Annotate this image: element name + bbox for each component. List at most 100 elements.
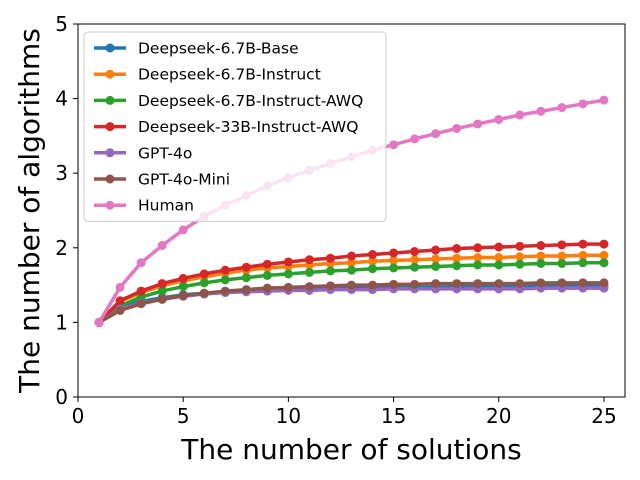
data-point	[368, 250, 378, 260]
data-point	[557, 258, 567, 268]
data-point	[115, 282, 125, 292]
data-point	[241, 273, 251, 283]
legend-swatch-marker	[105, 174, 115, 184]
data-point	[578, 99, 588, 109]
legend-item: Deepseek-6.7B-Instruct	[94, 66, 321, 84]
data-point	[178, 282, 188, 292]
legend-label: Human	[138, 197, 194, 215]
ticks-layer: 0 5 10 15 20 25 0 1 2 3 4 5	[55, 12, 616, 428]
data-point	[347, 251, 356, 261]
x-tick-label: 10	[276, 404, 301, 428]
data-point	[283, 257, 293, 267]
y-tick-label: 4	[55, 87, 68, 111]
data-point	[347, 265, 356, 275]
data-point	[410, 279, 420, 289]
data-point	[220, 275, 230, 285]
data-point	[515, 252, 525, 262]
y-tick-label: 0	[55, 385, 68, 409]
data-point	[515, 259, 525, 269]
legend-item: Deepseek-33B-Instruct-AWQ	[94, 118, 358, 136]
data-point	[431, 261, 441, 271]
data-point	[368, 280, 378, 290]
data-point	[494, 114, 504, 124]
data-point	[241, 285, 251, 295]
data-point	[473, 119, 483, 129]
data-point	[389, 263, 399, 273]
data-point	[515, 241, 525, 251]
data-point	[157, 241, 167, 251]
data-point	[557, 251, 567, 261]
legend-label: GPT-4o-Mini	[138, 171, 230, 189]
data-point	[241, 262, 251, 272]
data-point	[199, 269, 209, 279]
data-point	[578, 250, 588, 260]
data-point	[325, 266, 335, 276]
legend-swatch-marker	[105, 43, 115, 53]
data-point	[452, 253, 462, 263]
data-point	[452, 279, 462, 289]
data-point	[136, 299, 146, 309]
data-point	[368, 256, 378, 266]
legend-swatch-marker	[105, 148, 115, 158]
legend-box	[83, 31, 387, 222]
data-point	[452, 261, 462, 271]
data-point	[283, 282, 293, 292]
data-point	[347, 280, 356, 290]
y-tick-label: 1	[55, 310, 68, 334]
data-point	[115, 305, 125, 315]
data-point	[557, 240, 567, 250]
x-tick-label: 25	[591, 404, 616, 428]
data-point	[304, 255, 314, 265]
data-point	[262, 283, 272, 293]
y-tick-label: 3	[55, 161, 68, 185]
legend-item: Deepseek-6.7B-Instruct-AWQ	[94, 92, 363, 110]
legend-label: GPT-4o	[138, 144, 192, 162]
data-point	[325, 281, 335, 291]
data-point	[389, 140, 399, 150]
data-point	[115, 296, 125, 306]
x-tick-label: 0	[72, 404, 85, 428]
data-point	[157, 279, 167, 289]
legend-label: Deepseek-33B-Instruct-AWQ	[138, 118, 358, 136]
data-point	[599, 239, 609, 249]
data-point	[473, 260, 483, 270]
data-point	[473, 279, 483, 289]
data-point	[178, 291, 188, 301]
data-point	[515, 110, 525, 120]
series-deepseek-6-7b-instruct-awq	[94, 258, 609, 327]
legend-item: GPT-4o	[94, 144, 192, 162]
x-axis-label: The number of solutions	[180, 433, 522, 466]
data-point	[578, 239, 588, 249]
data-point	[94, 317, 104, 327]
legend-swatch-marker	[105, 122, 115, 132]
legend-swatch-marker	[105, 69, 115, 79]
data-point	[389, 248, 399, 258]
legend-swatch-marker	[105, 200, 115, 210]
data-point	[304, 282, 314, 292]
data-point	[494, 242, 504, 252]
data-point	[304, 267, 314, 277]
legend-label: Deepseek-6.7B-Instruct-AWQ	[138, 92, 363, 110]
y-axis-label: The number of algorithms	[13, 28, 46, 394]
data-point	[431, 129, 441, 139]
data-point	[536, 278, 546, 288]
data-point	[431, 245, 441, 255]
series-deepseek-33b-instruct-awq	[94, 239, 609, 327]
legend-item: Deepseek-6.7B-Base	[94, 40, 299, 58]
y-tick-label: 5	[55, 12, 68, 36]
data-point	[136, 258, 146, 268]
data-point	[599, 278, 609, 288]
legend-item: Human	[94, 197, 194, 215]
data-point	[473, 243, 483, 253]
x-tick-label: 5	[177, 404, 190, 428]
data-point	[325, 253, 335, 263]
data-point	[283, 269, 293, 279]
data-point	[452, 244, 462, 254]
data-point	[178, 273, 188, 283]
data-point	[599, 95, 609, 105]
data-point	[389, 279, 399, 289]
data-point	[262, 270, 272, 280]
legend-item: GPT-4o-Mini	[94, 171, 230, 189]
data-point	[136, 286, 146, 296]
